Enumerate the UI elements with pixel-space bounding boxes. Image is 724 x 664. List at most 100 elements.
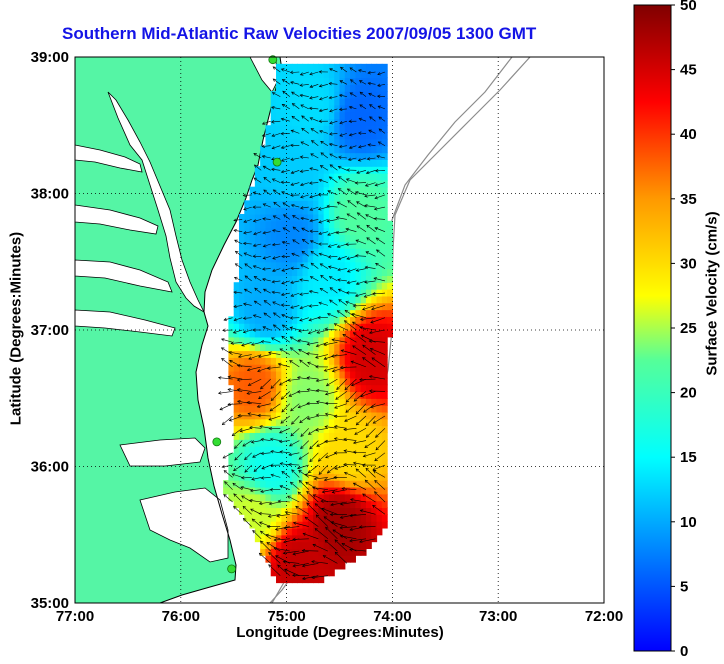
velocity-cell [366, 473, 372, 480]
velocity-cell [302, 187, 308, 194]
velocity-cell [265, 473, 271, 480]
velocity-cell [377, 64, 383, 71]
velocity-cell [329, 194, 335, 201]
velocity-cell [265, 255, 271, 262]
velocity-cell [292, 385, 298, 392]
velocity-cell [361, 159, 367, 166]
velocity-cell [260, 262, 266, 269]
velocity-cell [308, 139, 314, 146]
velocity-cell [260, 248, 266, 255]
velocity-cell [276, 112, 282, 119]
velocity-cell [297, 460, 303, 467]
velocity-cell [308, 391, 314, 398]
y-tick-label: 35:00 [31, 595, 69, 612]
velocity-cell [276, 364, 282, 371]
velocity-cell [297, 576, 303, 583]
velocity-cell [355, 548, 361, 555]
velocity-cell [318, 337, 324, 344]
y-tick-label: 37:00 [31, 322, 69, 339]
velocity-cell [250, 521, 256, 528]
velocity-cell [361, 439, 367, 446]
velocity-cell [255, 269, 261, 276]
velocity-cell [292, 371, 298, 378]
velocity-cell [313, 569, 319, 576]
velocity-cell [366, 507, 372, 514]
velocity-cell [292, 528, 298, 535]
velocity-cell [244, 323, 250, 330]
velocity-cell [302, 132, 308, 139]
velocity-cell [361, 64, 367, 71]
velocity-cell [361, 432, 367, 439]
velocity-cell [239, 391, 245, 398]
velocity-cell [345, 453, 351, 460]
velocity-cell [382, 467, 388, 474]
velocity-cell [345, 378, 351, 385]
velocity-cell [334, 528, 340, 535]
velocity-cell [324, 542, 330, 549]
velocity-cell [297, 514, 303, 521]
velocity-cell [313, 323, 319, 330]
velocity-cell [371, 255, 377, 262]
velocity-cell [324, 296, 330, 303]
velocity-cell [377, 514, 383, 521]
velocity-cell [366, 296, 372, 303]
velocity-cell [382, 330, 388, 337]
x-axis-label: Longitude (Degrees:Minutes) [170, 624, 510, 641]
velocity-cell [244, 200, 250, 207]
velocity-cell [287, 528, 293, 535]
velocity-cell [355, 125, 361, 132]
velocity-cell [377, 521, 383, 528]
velocity-cell [387, 289, 393, 296]
velocity-cell [276, 262, 282, 269]
velocity-cell [313, 412, 319, 419]
velocity-cell [255, 234, 261, 241]
velocity-cell [318, 535, 324, 542]
velocity-cell [234, 378, 240, 385]
velocity-cell [334, 98, 340, 105]
velocity-cell [276, 248, 282, 255]
velocity-cell [276, 125, 282, 132]
velocity-cell [318, 446, 324, 453]
velocity-cell [334, 494, 340, 501]
velocity-cell [350, 139, 356, 146]
velocity-cell [308, 310, 314, 317]
velocity-cell [265, 371, 271, 378]
velocity-cell [239, 460, 245, 467]
velocity-cell [334, 480, 340, 487]
velocity-cell [271, 439, 277, 446]
velocity-cell [239, 269, 245, 276]
velocity-cell [313, 221, 319, 228]
velocity-cell [318, 357, 324, 364]
velocity-cell [324, 391, 330, 398]
velocity-cell [361, 207, 367, 214]
velocity-cell [355, 542, 361, 549]
velocity-cell [361, 187, 367, 194]
velocity-cell [371, 207, 377, 214]
velocity-cell [255, 426, 261, 433]
velocity-cell [223, 487, 229, 494]
velocity-cell [329, 84, 335, 91]
velocity-cell [350, 487, 356, 494]
velocity-cell [350, 296, 356, 303]
velocity-cell [345, 480, 351, 487]
velocity-cell [366, 542, 372, 549]
velocity-cell [287, 514, 293, 521]
velocity-cell [334, 282, 340, 289]
velocity-cell [244, 350, 250, 357]
velocity-cell [244, 371, 250, 378]
velocity-cell [324, 460, 330, 467]
velocity-cell [276, 296, 282, 303]
velocity-cell [276, 275, 282, 282]
velocity-cell [234, 426, 240, 433]
velocity-cell [255, 419, 261, 426]
velocity-cell [287, 64, 293, 71]
velocity-cell [329, 296, 335, 303]
velocity-cell [350, 419, 356, 426]
velocity-cell [324, 446, 330, 453]
velocity-cell [239, 419, 245, 426]
velocity-cell [250, 234, 256, 241]
velocity-cell [260, 357, 266, 364]
velocity-cell [255, 487, 261, 494]
velocity-cell [355, 221, 361, 228]
velocity-cell [308, 241, 314, 248]
